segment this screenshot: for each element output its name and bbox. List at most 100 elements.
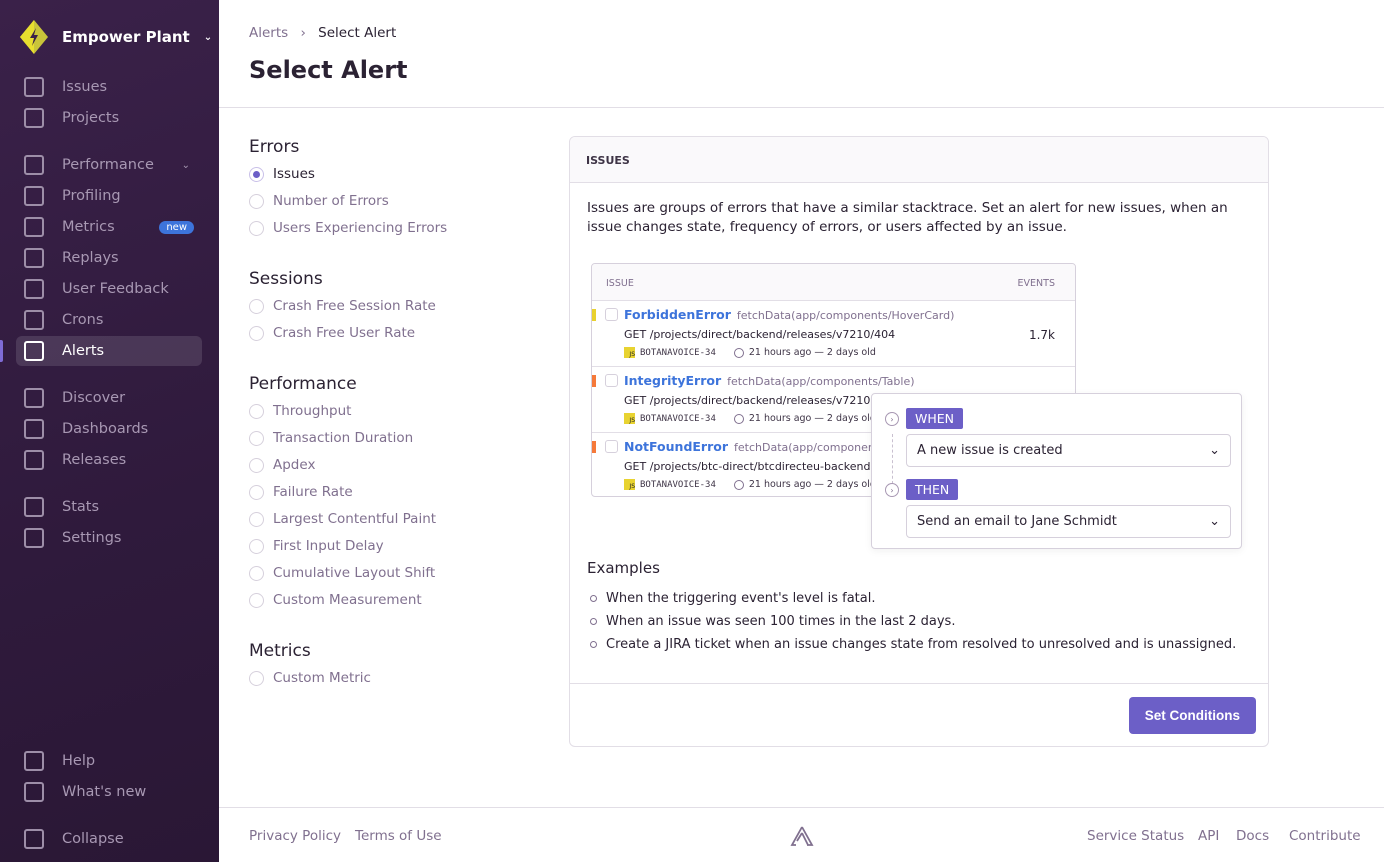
radio[interactable]	[249, 511, 264, 527]
sidebar-item-dashboards[interactable]: Dashboards	[16, 414, 202, 444]
issue-id: BOTANAVOICE-34	[640, 347, 716, 358]
sidebar-item-releases[interactable]: Releases	[16, 445, 202, 475]
org-switcher[interactable]: Empower Plant ⌄	[20, 20, 212, 54]
issue-culprit: fetchData(app/components/HoverCard)	[736, 309, 955, 322]
help-icon	[24, 751, 44, 771]
sidebar-item-label: Releases	[62, 452, 127, 468]
sidebar-item-projects[interactable]: Projects	[16, 103, 202, 133]
issue-id: BOTANAVOICE-34	[640, 413, 716, 424]
alert-type-first-input-delay[interactable]: First Input Delay	[249, 538, 384, 554]
sidebar-item-alerts[interactable]: Alerts	[16, 336, 202, 366]
privacy-policy-link[interactable]: Privacy Policy	[249, 828, 342, 844]
alert-type-failure-rate[interactable]: Failure Rate	[249, 484, 353, 500]
option-label: Crash Free User Rate	[273, 325, 416, 341]
alert-type-issues[interactable]: Issues	[249, 166, 315, 182]
option-label: Crash Free Session Rate	[273, 298, 436, 314]
radio[interactable]	[249, 166, 264, 182]
radio[interactable]	[249, 538, 264, 554]
stats-icon	[24, 497, 44, 517]
radio[interactable]	[249, 325, 264, 341]
sidebar-item-label: Issues	[62, 79, 108, 95]
alert-type-crash-free-session-rate[interactable]: Crash Free Session Rate	[249, 298, 436, 314]
service-status-link[interactable]: Service Status	[1087, 828, 1185, 844]
sidebar-item-metrics[interactable]: Metrics new	[16, 212, 202, 242]
radio[interactable]	[249, 592, 264, 608]
contribute-link[interactable]: Contribute	[1289, 828, 1361, 844]
sidebar-item-what-s-new[interactable]: What's new	[16, 777, 202, 807]
sidebar-item-replays[interactable]: Replays	[16, 243, 202, 273]
alert-type-throughput[interactable]: Throughput	[249, 403, 351, 419]
col-issue: ISSUE	[606, 278, 634, 289]
alert-type-crash-free-user-rate[interactable]: Crash Free User Rate	[249, 325, 415, 341]
alert-type-largest-contentful-paint[interactable]: Largest Contentful Paint	[249, 511, 436, 527]
sentry-logo-icon	[790, 826, 814, 846]
clock-icon	[733, 479, 744, 490]
radio[interactable]	[249, 484, 264, 500]
alert-type-custom-metric[interactable]: Custom Metric	[249, 670, 371, 686]
sidebar-item-label: Stats	[62, 499, 100, 515]
profiling-icon	[24, 186, 44, 206]
breadcrumb-alerts[interactable]: Alerts	[249, 25, 289, 41]
radio[interactable]	[249, 193, 264, 209]
breadcrumb: Alerts › Select Alert	[249, 25, 397, 41]
then-value: Send an email to Jane Schmidt	[917, 514, 1117, 529]
sidebar-item-issues[interactable]: Issues	[16, 72, 202, 102]
api-link[interactable]: API	[1198, 828, 1220, 844]
when-select: A new issue is created ⌄	[906, 434, 1231, 467]
option-label: Issues	[273, 166, 315, 182]
alert-type-apdex[interactable]: Apdex	[249, 457, 315, 473]
issue-age: 21 hours ago — 2 days old	[748, 347, 876, 358]
sidebar-item-discover[interactable]: Discover	[16, 383, 202, 413]
chevron-down-icon: ⌄	[203, 31, 213, 43]
terms-link[interactable]: Terms of Use	[355, 828, 442, 844]
sidebar-item-user-feedback[interactable]: User Feedback	[16, 274, 202, 304]
org-name: Empower Plant	[62, 28, 190, 46]
page-header: Alerts › Select Alert Select Alert	[219, 0, 1384, 108]
group-title: Performance	[249, 374, 357, 394]
examples-title: Examples	[587, 559, 660, 577]
step-icon: ›	[885, 483, 899, 497]
radio[interactable]	[249, 403, 264, 419]
sidebar-item-label: Help	[62, 753, 96, 769]
dashboards-icon	[24, 419, 44, 439]
releases-icon	[24, 450, 44, 470]
sidebar-item-crons[interactable]: Crons	[16, 305, 202, 335]
alert-type-custom-measurement[interactable]: Custom Measurement	[249, 592, 422, 608]
sidebar-item-settings[interactable]: Settings	[16, 523, 202, 553]
set-conditions-button[interactable]: Set Conditions	[1128, 697, 1256, 734]
sidebar-item-profiling[interactable]: Profiling	[16, 181, 202, 211]
chevron-down-icon: ⌄	[1209, 514, 1220, 529]
sidebar-item-collapse[interactable]: Collapse	[16, 824, 202, 854]
radio[interactable]	[249, 430, 264, 446]
option-label: Custom Metric	[273, 670, 371, 686]
sidebar-item-help[interactable]: Help	[16, 746, 202, 776]
radio[interactable]	[249, 457, 264, 473]
sidebar-item-label: User Feedback	[62, 281, 169, 297]
alert-type-number-of-errors[interactable]: Number of Errors	[249, 193, 389, 209]
docs-link[interactable]: Docs	[1236, 828, 1270, 844]
group-title: Sessions	[249, 269, 323, 289]
when-value: A new issue is created	[917, 443, 1063, 458]
sidebar-item-label: Metrics	[62, 219, 115, 235]
option-label: First Input Delay	[273, 538, 384, 554]
sidebar: Empower Plant ⌄ Issues Projects Performanc…	[0, 0, 219, 862]
radio[interactable]	[249, 298, 264, 314]
replays-icon	[24, 248, 44, 268]
issue-path: GET /projects/direct/backend/releases/v7…	[624, 328, 896, 341]
radio[interactable]	[249, 670, 264, 686]
alert-type-users-experiencing-errors[interactable]: Users Experiencing Errors	[249, 220, 447, 236]
alert-type-cumulative-layout-shift[interactable]: Cumulative Layout Shift	[249, 565, 435, 581]
clock-icon	[733, 347, 744, 358]
sidebar-item-label: Settings	[62, 530, 122, 546]
metrics-icon	[24, 217, 44, 237]
page-title: Select Alert	[249, 56, 408, 84]
alert-type-transaction-duration[interactable]: Transaction Duration	[249, 430, 413, 446]
level-indicator	[592, 309, 596, 321]
group-title: Errors	[249, 137, 300, 157]
new-badge: new	[159, 220, 194, 234]
sidebar-item-stats[interactable]: Stats	[16, 492, 202, 522]
then-tag: THEN	[906, 479, 959, 500]
sidebar-item-performance[interactable]: Performance ⌄	[16, 150, 202, 180]
radio[interactable]	[249, 565, 264, 581]
radio[interactable]	[249, 220, 264, 236]
